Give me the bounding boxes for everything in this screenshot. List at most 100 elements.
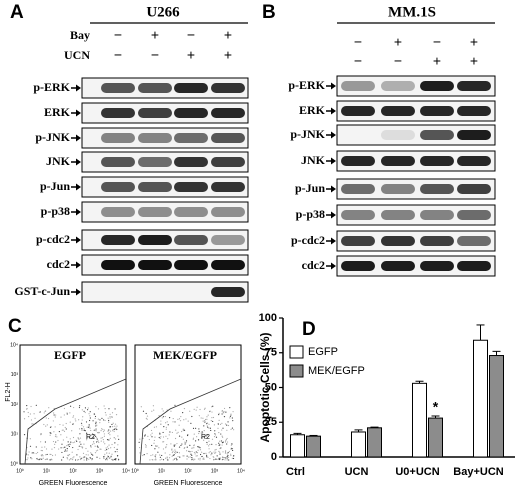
event xyxy=(218,431,220,434)
event xyxy=(206,416,208,418)
band xyxy=(174,182,208,192)
event xyxy=(90,445,92,447)
event xyxy=(104,449,106,451)
event xyxy=(173,445,175,447)
event xyxy=(70,458,72,460)
event xyxy=(104,419,106,422)
event xyxy=(158,436,160,439)
event xyxy=(223,456,225,459)
event xyxy=(230,444,232,446)
event xyxy=(109,426,112,428)
event xyxy=(197,449,199,451)
event xyxy=(159,432,161,434)
event xyxy=(162,441,164,443)
event xyxy=(66,450,68,452)
event xyxy=(109,430,112,432)
bar xyxy=(367,427,382,458)
blot-frame xyxy=(336,75,496,97)
event xyxy=(203,458,205,461)
event xyxy=(107,456,109,458)
event xyxy=(155,445,157,448)
event xyxy=(83,410,85,412)
event xyxy=(93,437,95,439)
event xyxy=(209,427,211,429)
event xyxy=(62,424,64,426)
band xyxy=(101,182,135,192)
event xyxy=(224,450,227,452)
event xyxy=(198,432,200,435)
event xyxy=(166,409,168,411)
event xyxy=(73,441,76,443)
event xyxy=(110,447,112,449)
event xyxy=(165,428,167,430)
event xyxy=(222,451,224,453)
event xyxy=(183,407,186,410)
band xyxy=(420,156,454,166)
event xyxy=(72,423,74,425)
event xyxy=(36,451,39,454)
event xyxy=(79,458,82,461)
event xyxy=(91,453,93,455)
band xyxy=(381,81,415,91)
event xyxy=(79,437,82,439)
event xyxy=(81,429,83,431)
event xyxy=(28,451,30,453)
event xyxy=(89,437,91,439)
event xyxy=(94,445,96,447)
event xyxy=(87,407,89,409)
event xyxy=(86,436,88,438)
event xyxy=(169,417,171,419)
band xyxy=(211,182,245,192)
event xyxy=(230,413,232,415)
event xyxy=(30,419,33,421)
arrow-head xyxy=(76,288,81,296)
event xyxy=(71,458,74,461)
event xyxy=(60,416,62,418)
event xyxy=(84,456,86,458)
event xyxy=(102,439,104,441)
event xyxy=(139,446,141,449)
event xyxy=(157,451,159,453)
event xyxy=(78,406,81,409)
event xyxy=(88,425,90,427)
condition-sign: + xyxy=(470,53,478,69)
condition-sign: − xyxy=(151,47,159,63)
band xyxy=(420,81,454,91)
event xyxy=(155,457,157,459)
event xyxy=(85,421,88,423)
event xyxy=(201,431,203,433)
event xyxy=(174,437,177,440)
event xyxy=(222,458,224,460)
event xyxy=(27,457,29,459)
event xyxy=(40,441,42,443)
event xyxy=(232,449,234,452)
condition-sign: − xyxy=(114,27,122,43)
condition-sign: + xyxy=(224,27,232,43)
event xyxy=(59,423,61,426)
event xyxy=(111,453,113,455)
event xyxy=(159,433,162,435)
event xyxy=(182,455,184,457)
event xyxy=(54,416,56,418)
event xyxy=(205,434,207,436)
event xyxy=(30,405,32,408)
event xyxy=(74,459,77,461)
event xyxy=(107,417,109,419)
event xyxy=(185,440,188,442)
event xyxy=(72,415,75,417)
event xyxy=(207,426,209,428)
event xyxy=(196,455,198,457)
event xyxy=(212,420,214,423)
event xyxy=(40,449,42,452)
event xyxy=(96,424,98,426)
event xyxy=(52,420,54,422)
event xyxy=(23,434,26,436)
band xyxy=(420,210,454,220)
event xyxy=(101,428,103,430)
event xyxy=(226,424,228,426)
event xyxy=(219,423,222,425)
event xyxy=(51,454,54,457)
event xyxy=(182,429,184,432)
event xyxy=(176,451,178,453)
event xyxy=(116,448,118,450)
